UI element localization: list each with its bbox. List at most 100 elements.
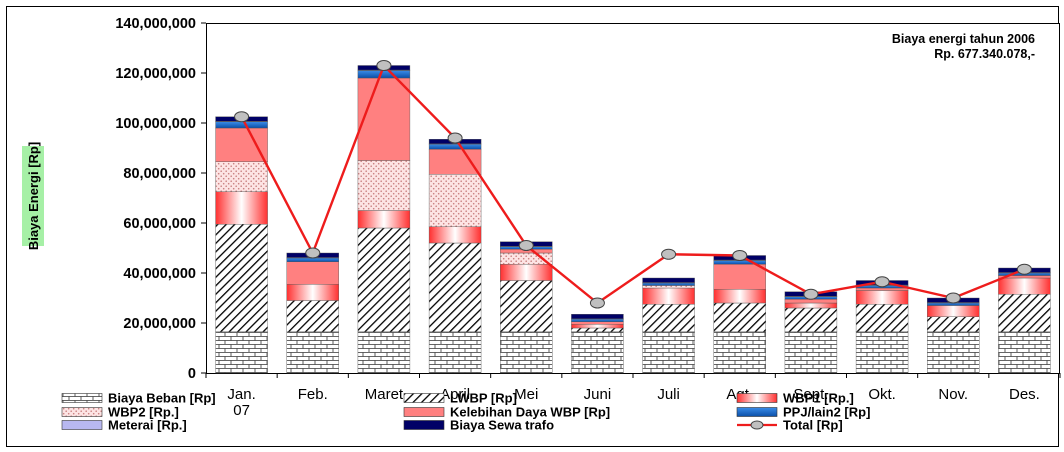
bar-lwbp [642, 304, 695, 332]
legend-swatch-lwbp [403, 393, 445, 403]
x-tick-label-line: Nov. [938, 386, 968, 403]
bar-ppj [286, 257, 339, 262]
y-tick-label: 120,000,000 [115, 66, 196, 82]
bar-ppj [428, 144, 482, 150]
legend-label-kelebihan-daya-wbp: Kelebihan Daya WBP [Rp] [450, 405, 610, 420]
y-tick-label: 100,000,000 [115, 116, 196, 132]
bar-beban [713, 331, 766, 374]
legend-swatch-meterai [61, 420, 103, 430]
x-tick-label: Maret [365, 386, 404, 403]
bar-beban [855, 331, 909, 374]
bar-wbp1 [642, 287, 695, 305]
bar-wbp1 [927, 305, 980, 317]
bar-kelebihan-daya-wbp [357, 77, 411, 161]
total-marker [732, 250, 748, 261]
bar-lwbp [357, 227, 411, 332]
total-line [240, 63, 1025, 305]
total-marker [376, 60, 392, 71]
total-marker [945, 292, 961, 304]
x-tick-label: Sept. [793, 386, 828, 403]
y-tick-label: 80,000,000 [123, 166, 196, 182]
bar-wbp2 [215, 161, 268, 192]
bar-lwbp [215, 224, 268, 332]
total-marker [234, 111, 250, 123]
bar-lwbp [286, 300, 339, 332]
bar-kelebihan-daya-wbp [428, 149, 482, 175]
legend-swatch-ppj [736, 407, 778, 417]
bar-wbp1 [784, 302, 838, 309]
legend-label-sewa-trafo: Biaya Sewa trafo [450, 418, 554, 433]
bar-wbp1 [571, 324, 624, 329]
legend-label-meterai: Meterai [Rp.] [108, 418, 187, 433]
total-marker [874, 276, 890, 288]
x-tick-label-line: Maret [365, 386, 404, 403]
x-tick-label-line: Okt. [868, 386, 896, 403]
bar-lwbp [855, 304, 909, 332]
x-tick-label: Jan. 07 [227, 386, 255, 419]
total-marker [1016, 263, 1032, 275]
bar-wbp1 [286, 284, 339, 301]
y-tick-label: 0 [188, 366, 196, 382]
bar-beban [571, 331, 624, 374]
bar-beban [500, 331, 553, 374]
x-tick-label-line: Sept. [793, 386, 828, 403]
bar-wbp1 [500, 264, 553, 281]
bar-lwbp [927, 316, 980, 332]
bar-wbp1 [855, 290, 909, 305]
y-tick-label: 20,000,000 [123, 316, 196, 332]
bar-wbp2 [500, 252, 553, 265]
total-marker [518, 240, 534, 251]
bar-kelebihan-daya-wbp [855, 287, 909, 291]
bar-wbp2 [428, 174, 482, 227]
bar-beban [215, 331, 268, 374]
bar-lwbp [571, 327, 624, 332]
bar-beban [784, 331, 838, 374]
bar-ppj [571, 319, 624, 322]
bar-lwbp [428, 242, 482, 332]
y-tick-label: 140,000,000 [115, 16, 196, 32]
legend-label-wbp2: WBP2 [Rp.] [108, 405, 179, 420]
legend-label-wbp1: WBP1 [Rp.] [783, 391, 854, 406]
bar-beban [927, 331, 980, 374]
x-tick-label-line: Des. [1009, 386, 1040, 403]
bar-wbp1 [713, 289, 766, 304]
legend-swatch-beban [61, 393, 103, 403]
x-tick-label-line: Juni [584, 386, 612, 403]
plot-area [206, 23, 1060, 374]
bar-beban [286, 331, 339, 374]
legend-swatch-total-marker [750, 420, 764, 430]
bar-beban [428, 331, 482, 374]
total-marker [803, 288, 819, 300]
annotation-line-2: Rp. 677.340.078,- [934, 47, 1035, 61]
bar-kelebihan-daya-wbp [571, 321, 624, 325]
x-tick-label: April [440, 386, 470, 403]
bar-ppj [642, 282, 695, 286]
x-tick-label: Juni [584, 386, 612, 403]
y-axis-label: Biaya Energi [Rp] [26, 142, 41, 250]
y-tick-label: 40,000,000 [123, 266, 196, 282]
bar-ppj [357, 70, 411, 79]
bar-wbp1 [428, 226, 482, 244]
total-marker [305, 247, 321, 259]
total-marker [589, 297, 605, 309]
total-marker [661, 248, 677, 260]
bar-wbp1 [357, 210, 411, 229]
x-tick-label-line: 07 [233, 402, 250, 419]
y-tick-label: 60,000,000 [123, 216, 196, 232]
bar-kelebihan-daya-wbp [286, 261, 339, 285]
legend-label-lwbp: LWBP [Rp] [450, 391, 517, 406]
legend-swatch-wbp1 [736, 393, 778, 403]
x-tick-label: Mei [514, 386, 538, 403]
x-tick-label-line: Mei [514, 386, 538, 403]
total-marker [447, 132, 463, 144]
bar-wbp2 [642, 285, 695, 289]
x-tick-label-line: Juli [657, 386, 680, 403]
legend-label-beban: Biaya Beban [Rp] [108, 391, 216, 406]
bar-lwbp [500, 280, 553, 332]
bar-wbp1 [998, 277, 1051, 295]
bar-kelebihan-daya-wbp [713, 264, 766, 290]
bar-kelebihan-daya-wbp [215, 127, 268, 162]
x-tick-label-line: Jan. [227, 386, 255, 403]
